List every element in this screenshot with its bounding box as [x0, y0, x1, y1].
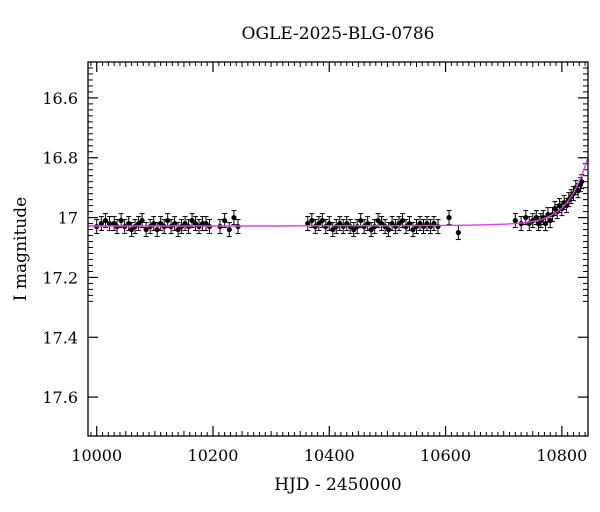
chart-title: OGLE-2025-BLG-0786	[242, 24, 435, 44]
data-point	[305, 220, 311, 227]
data-point	[118, 217, 124, 224]
data-point	[375, 217, 381, 224]
data-point	[389, 220, 395, 227]
data-point	[175, 226, 181, 233]
data-point	[368, 226, 374, 233]
data-point	[143, 226, 149, 233]
data-point	[385, 226, 392, 233]
x-tick-label: 10600	[420, 446, 471, 465]
data-point	[203, 220, 209, 227]
y-tick-label: 17.2	[42, 268, 78, 287]
data-point	[410, 226, 416, 233]
data-point	[135, 220, 142, 227]
data-point	[139, 217, 145, 224]
data-point	[231, 214, 237, 221]
data-point	[396, 220, 402, 227]
data-point	[446, 214, 452, 221]
data-point	[182, 220, 188, 227]
y-tick-label: 17	[58, 209, 78, 228]
data-point	[337, 220, 343, 227]
y-tick-label: 17.6	[42, 388, 78, 407]
y-axis-label: I magnitude	[11, 197, 31, 301]
data-point	[165, 217, 171, 224]
data-point	[192, 220, 199, 227]
plot-area	[88, 62, 589, 436]
x-tick-label: 10000	[71, 446, 122, 465]
y-tick-label: 16.6	[42, 89, 78, 108]
data-point	[226, 226, 232, 233]
data-point	[330, 226, 336, 233]
data-point	[344, 220, 350, 227]
data-point	[351, 226, 357, 233]
data-point	[354, 223, 360, 230]
data-point	[154, 226, 160, 233]
data-point	[129, 226, 135, 233]
data-point	[379, 220, 385, 227]
data-point	[106, 220, 113, 227]
x-axis-label: HJD - 2450000	[274, 475, 402, 495]
data-point	[309, 217, 315, 224]
data-point	[547, 217, 553, 224]
x-tick-label: 10200	[188, 446, 239, 465]
data-point	[523, 214, 529, 221]
data-point	[319, 217, 325, 224]
plot-frame	[87, 61, 589, 437]
x-tick-label: 10400	[304, 446, 355, 465]
data-point	[358, 217, 364, 224]
data-point	[399, 217, 406, 224]
y-tick-label: 16.8	[42, 149, 78, 168]
data-point	[189, 217, 195, 224]
data-point	[98, 220, 104, 227]
data-point	[222, 217, 228, 224]
model-line	[88, 157, 589, 227]
data-point	[102, 217, 109, 224]
data-point	[533, 214, 539, 221]
data-point	[542, 220, 549, 227]
x-tick-label: 10800	[536, 446, 587, 465]
data-point	[316, 220, 322, 227]
data-point	[512, 217, 518, 224]
data-point	[372, 223, 378, 230]
data-point	[158, 220, 164, 227]
data-point	[455, 229, 461, 236]
y-tick-label: 17.4	[42, 328, 78, 347]
